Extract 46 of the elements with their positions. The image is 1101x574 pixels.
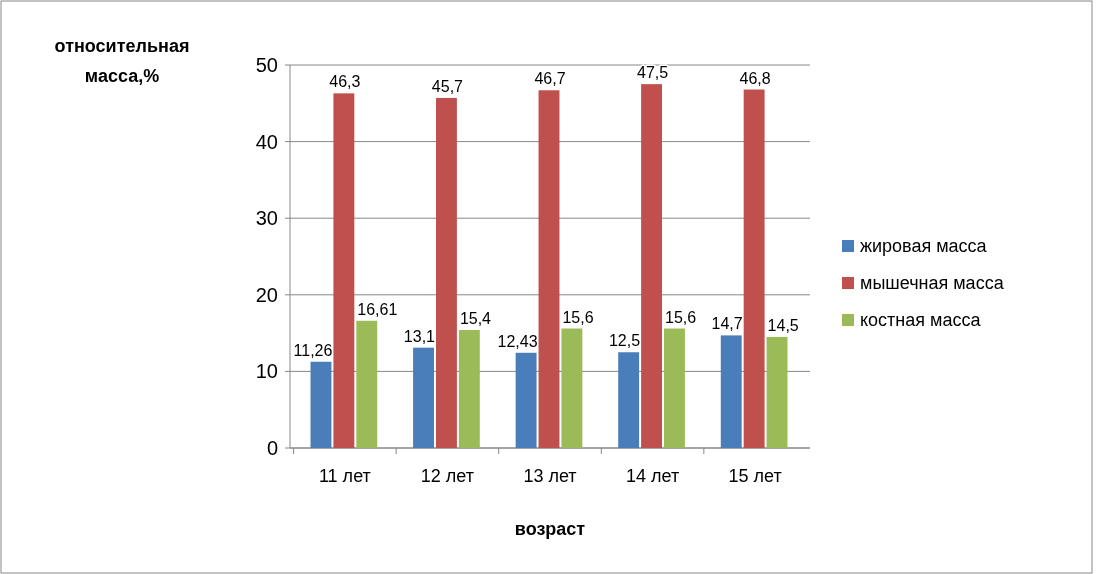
x-tick-label: 14 лет xyxy=(625,466,680,486)
x-tick-label: 11 лет xyxy=(318,466,371,486)
data-label: 16,61 xyxy=(357,300,398,318)
bar xyxy=(413,347,434,448)
data-label: 13,1 xyxy=(403,327,436,345)
y-axis-title: относительная масса,% xyxy=(54,36,190,86)
data-label: 11,26 xyxy=(293,341,333,359)
x-tick-label: 12 лет xyxy=(420,466,475,486)
legend-label: жировая масса xyxy=(860,236,988,257)
bar xyxy=(458,330,480,448)
data-label: 15,4 xyxy=(459,310,492,328)
bar xyxy=(538,90,560,448)
bar xyxy=(561,328,583,448)
data-label: 45,7 xyxy=(431,77,464,95)
bar xyxy=(641,84,663,448)
bar xyxy=(743,89,765,448)
y-tick-label: 10 xyxy=(255,360,278,383)
bar xyxy=(720,335,742,448)
y-tick-label: 40 xyxy=(255,130,278,153)
x-axis-title: возраст xyxy=(514,519,586,539)
data-label: 14,5 xyxy=(767,316,799,334)
bar xyxy=(333,93,355,448)
bar xyxy=(435,97,457,448)
data-label: 12,5 xyxy=(608,332,641,350)
y-tick-label: 50 xyxy=(255,54,278,76)
y-tick-label: 30 xyxy=(255,207,278,230)
bar xyxy=(310,361,332,448)
bar xyxy=(664,328,685,448)
data-label: 15,6 xyxy=(665,308,697,326)
data-label: 46,8 xyxy=(739,69,771,87)
x-tick-label: 13 лет xyxy=(523,466,577,486)
x-tick-label: 15 лет xyxy=(728,466,782,486)
bar xyxy=(618,352,640,448)
legend-label: мышечная масса xyxy=(860,273,1005,294)
legend-label: костная масса xyxy=(860,310,982,331)
bar xyxy=(766,336,788,448)
data-label: 47,5 xyxy=(636,64,669,82)
bar xyxy=(356,320,378,448)
data-label: 15,6 xyxy=(562,308,594,326)
data-label: 14,7 xyxy=(711,315,743,333)
bar xyxy=(515,352,537,448)
data-label: 46,7 xyxy=(534,70,566,88)
y-tick-label: 0 xyxy=(266,437,278,459)
data-label: 46,3 xyxy=(329,73,361,91)
y-tick-label: 20 xyxy=(255,283,278,306)
data-label: 12,43 xyxy=(497,332,538,350)
